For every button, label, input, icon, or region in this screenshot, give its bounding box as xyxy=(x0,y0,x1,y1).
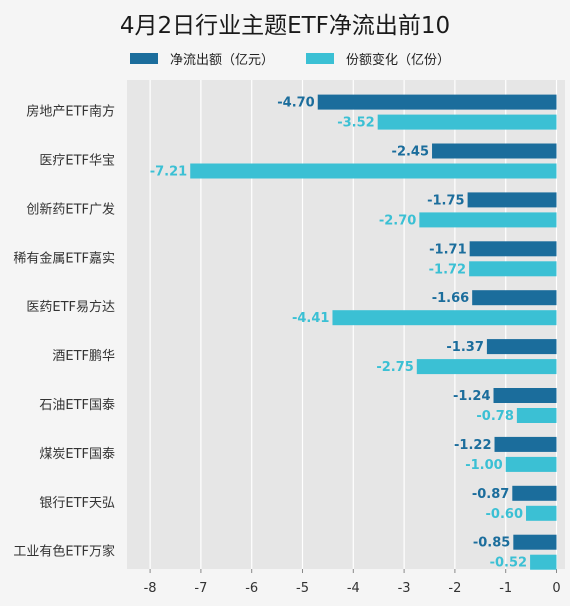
legend-swatch-outflow xyxy=(130,52,158,64)
data-label-s1-3: -1.72 xyxy=(429,262,466,277)
data-label-s1-0: -3.52 xyxy=(337,116,374,131)
data-label-s0-1: -2.45 xyxy=(392,145,429,160)
y-category-label-7: 煤炭ETF国泰 xyxy=(39,447,115,462)
y-category-label-5: 酒ETF鹏华 xyxy=(52,349,115,364)
chart-title: 4月2日行业主题ETF净流出前10 xyxy=(119,13,451,39)
bar-s1-4 xyxy=(332,310,557,326)
data-label-s0-0: -4.70 xyxy=(277,96,314,111)
bar-s1-6 xyxy=(516,408,557,423)
x-tick-label-7: -1 xyxy=(499,581,512,596)
x-tick-label-3: -5 xyxy=(296,581,309,596)
bar-s0-9 xyxy=(513,534,557,550)
bar-s0-3 xyxy=(469,241,557,257)
y-category-label-9: 工业有色ETF万家 xyxy=(13,544,115,560)
data-label-s0-6: -1.24 xyxy=(453,389,490,404)
data-label-s0-8: -0.87 xyxy=(472,487,509,502)
legend-item-outflow: 净流出额（亿元） xyxy=(130,46,274,70)
legend-swatch-share xyxy=(306,52,334,64)
bar-s1-5 xyxy=(416,359,557,375)
y-category-label-6: 石油ETF国泰 xyxy=(39,398,115,413)
bar-s1-9 xyxy=(530,554,557,570)
y-category-label-8: 银行ETF天弘 xyxy=(39,496,115,511)
bar-s0-7 xyxy=(494,436,557,452)
bar-s1-7 xyxy=(505,456,557,472)
y-category-label-1: 医疗ETF华宝 xyxy=(39,154,115,169)
data-label-s1-4: -4.41 xyxy=(292,311,329,326)
data-label-s1-2: -2.70 xyxy=(379,213,416,228)
data-label-s1-5: -2.75 xyxy=(376,360,413,375)
bar-s1-8 xyxy=(526,505,557,521)
data-label-s1-6: -0.78 xyxy=(476,409,513,424)
legend-item-share: 份额变化（亿份） xyxy=(306,46,450,70)
data-label-s0-9: -0.85 xyxy=(473,536,510,551)
data-label-s0-7: -1.22 xyxy=(454,438,491,453)
legend-label-share: 份额变化（亿份） xyxy=(346,52,451,68)
x-tick-label-1: -7 xyxy=(194,581,207,596)
bar-s0-4 xyxy=(472,290,557,306)
data-label-s1-1: -7.21 xyxy=(150,165,187,180)
bar-s0-6 xyxy=(493,388,557,403)
x-tick-label-6: -2 xyxy=(448,581,461,596)
data-label-s0-3: -1.71 xyxy=(429,242,466,257)
bar-s1-3 xyxy=(469,261,557,277)
bar-s0-2 xyxy=(467,192,557,208)
bar-s1-2 xyxy=(419,212,557,228)
y-category-label-0: 房地产ETF南方 xyxy=(26,104,115,120)
x-tick-label-5: -3 xyxy=(398,581,411,596)
y-category-label-3: 稀有金属ETF嘉实 xyxy=(13,250,115,266)
data-label-s0-2: -1.75 xyxy=(427,193,464,208)
legend-label-outflow: 净流出额（亿元） xyxy=(170,52,275,68)
data-label-s1-9: -0.52 xyxy=(490,556,527,571)
data-label-s0-4: -1.66 xyxy=(432,291,469,306)
bar-s0-0 xyxy=(317,94,557,110)
data-label-s0-5: -1.37 xyxy=(446,340,483,355)
bar-s0-5 xyxy=(486,339,557,355)
x-tick-label-2: -6 xyxy=(245,581,258,596)
bar-s1-0 xyxy=(377,114,557,130)
y-category-label-2: 创新药ETF广发 xyxy=(26,201,115,217)
y-category-label-4: 医药ETF易方达 xyxy=(26,299,115,315)
x-tick-label-0: -8 xyxy=(144,581,157,596)
chart-legend: 净流出额（亿元） 份额变化（亿份） xyxy=(0,46,570,70)
bar-s0-8 xyxy=(512,485,557,501)
data-label-s1-8: -0.60 xyxy=(486,507,523,522)
bar-s1-1 xyxy=(190,163,557,179)
data-label-s1-7: -1.00 xyxy=(465,458,502,473)
x-tick-label-8: 0 xyxy=(552,581,560,596)
x-tick-label-4: -4 xyxy=(347,581,360,596)
bar-s0-1 xyxy=(432,143,557,159)
